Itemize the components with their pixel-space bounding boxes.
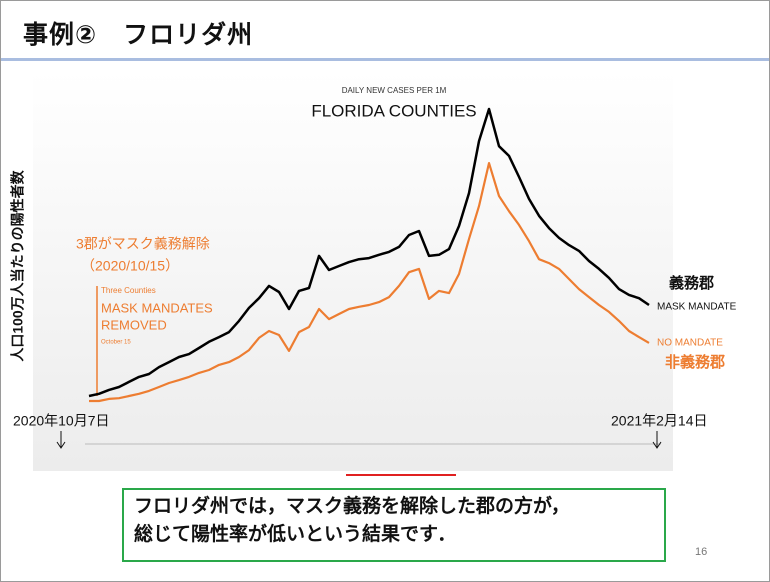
annotation: 義務郡	[669, 274, 714, 292]
annotation: 2021年2月14日	[611, 413, 708, 429]
caption-box: フロリダ州では，マスク義務を解除した郡の方が， 総じて陽性率が低いという結果です…	[122, 488, 666, 562]
annotation: 非義務郡	[665, 353, 725, 371]
annotation: REMOVED	[101, 317, 167, 332]
date-arrow	[652, 441, 662, 449]
title-rule	[1, 58, 769, 61]
annotation: 2020年10月7日	[13, 413, 110, 429]
annotation: October 15	[101, 340, 131, 346]
series-label: NO MANDATE	[657, 338, 723, 349]
plot-background	[33, 71, 673, 471]
annotation: Three Counties	[101, 286, 156, 295]
page-number: 16	[695, 546, 708, 558]
series-line	[89, 162, 650, 403]
series-line	[88, 107, 650, 398]
series-label: MASK MANDATE	[657, 302, 737, 313]
date-arrow	[56, 441, 66, 449]
caption-line: フロリダ州では，マスク義務を解除した郡の方が，	[134, 496, 570, 517]
annotation: 3郡がマスク義務解除	[76, 236, 210, 252]
y-axis-label: 人口100万人当たりの陽性者数	[10, 169, 26, 361]
chart-title: FLORIDA COUNTIES	[311, 101, 476, 120]
annotation: MASK MANDATES	[101, 300, 213, 315]
slide-title: 事例② フロリダ州	[23, 21, 254, 49]
caption-line: 総じて陽性率が低いという結果です．	[134, 524, 457, 545]
annotation: （2020/10/15）	[81, 258, 179, 274]
chart-subtitle: DAILY NEW CASES PER 1M	[342, 86, 447, 95]
